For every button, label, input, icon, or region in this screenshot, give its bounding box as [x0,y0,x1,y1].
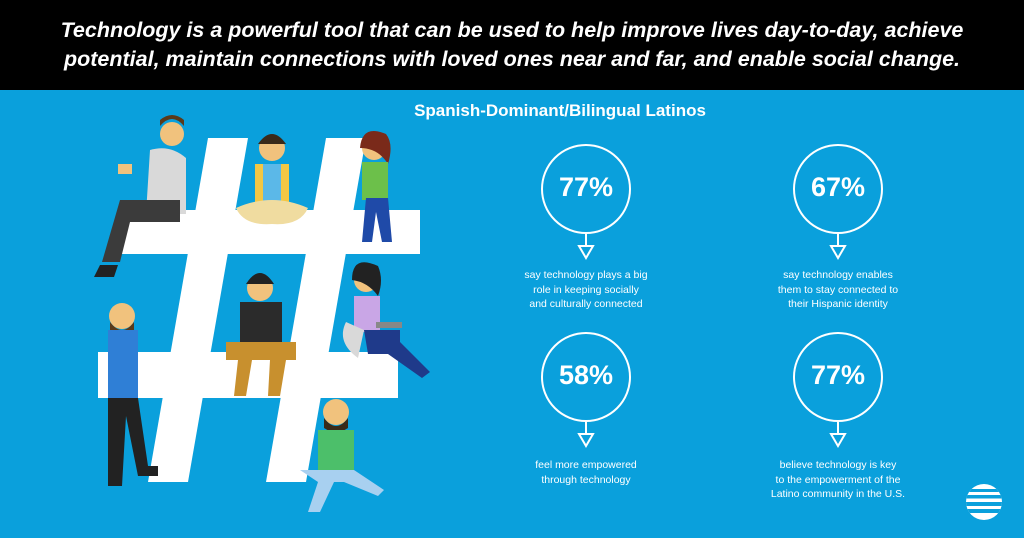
person-standing-blue-icon [108,303,158,486]
stat-value: 77% [558,172,614,202]
circle-arrow-icon [793,332,883,448]
stat-line: say technology enables [783,269,893,281]
person-black-shirt-icon [226,273,296,396]
stat-card-1: 77% say technology plays a big role in k… [486,144,686,316]
stat-value: 67% [810,172,866,202]
stat-description: say technology plays a big role in keepi… [486,268,686,312]
header-line-2: potential, maintain connections with lov… [63,47,961,71]
stat-card-3: 58% feel more empowered through technolo… [486,332,686,504]
subtitle: Spanish-Dominant/Bilingual Latinos [414,101,706,120]
stat-description: feel more empowered through technology [486,458,686,487]
stat-description: say technology enables them to stay conn… [738,268,938,312]
header-banner: Technology is a powerful tool that can b… [0,0,1024,90]
header-line-1: Technology is a powerful tool that can b… [60,18,964,42]
circle-arrow-icon [541,144,631,260]
stat-line: them to stay connected to [777,283,899,296]
hashtag-illustration-icon [94,115,430,512]
circle-arrow-icon [793,144,883,260]
person-woman-green-icon [360,131,392,242]
att-globe-logo-icon [966,484,1002,520]
person-sitting-grey-icon [94,115,186,277]
stat-line: say technology plays a big [524,269,648,281]
circle-arrow-icon [541,332,631,448]
stat-line: Latino community in the U.S. [770,488,906,500]
stat-line: through technology [541,473,631,486]
stat-card-4: 77% believe technology is key to the emp… [738,332,938,504]
person-cross-legged-icon [236,134,308,225]
stat-line: their Hispanic identity [788,298,888,310]
stat-line: believe technology is key [779,459,897,471]
stat-description: believe technology is key to the empower… [738,458,938,502]
person-woman-laptop-icon [342,262,430,378]
stat-line: role in keeping socially [533,283,639,296]
stat-card-2: 67% say technology enables them to stay … [738,144,938,316]
person-green-shirt-icon [300,399,384,512]
stat-value: 58% [558,360,614,390]
stat-line: to the empowerment of the [775,473,901,486]
stat-line: and culturally connected [529,298,643,310]
stat-line: feel more empowered [535,459,637,471]
hashtag-symbol [98,138,420,482]
stat-value: 77% [810,360,866,390]
